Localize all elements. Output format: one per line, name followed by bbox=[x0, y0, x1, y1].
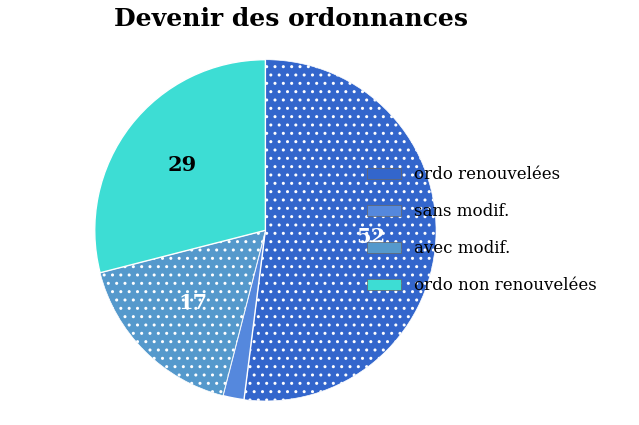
Title: Devenir des ordonnances: Devenir des ordonnances bbox=[114, 7, 468, 31]
Wedge shape bbox=[95, 60, 265, 273]
Legend: ordo renouvelées, sans modif., avec modif., ordo non renouvelées: ordo renouvelées, sans modif., avec modi… bbox=[361, 160, 603, 301]
Text: 29: 29 bbox=[167, 156, 196, 176]
Wedge shape bbox=[223, 230, 265, 400]
Wedge shape bbox=[244, 60, 436, 401]
Wedge shape bbox=[100, 230, 265, 396]
Text: 17: 17 bbox=[178, 293, 208, 313]
Text: 52: 52 bbox=[357, 227, 385, 247]
